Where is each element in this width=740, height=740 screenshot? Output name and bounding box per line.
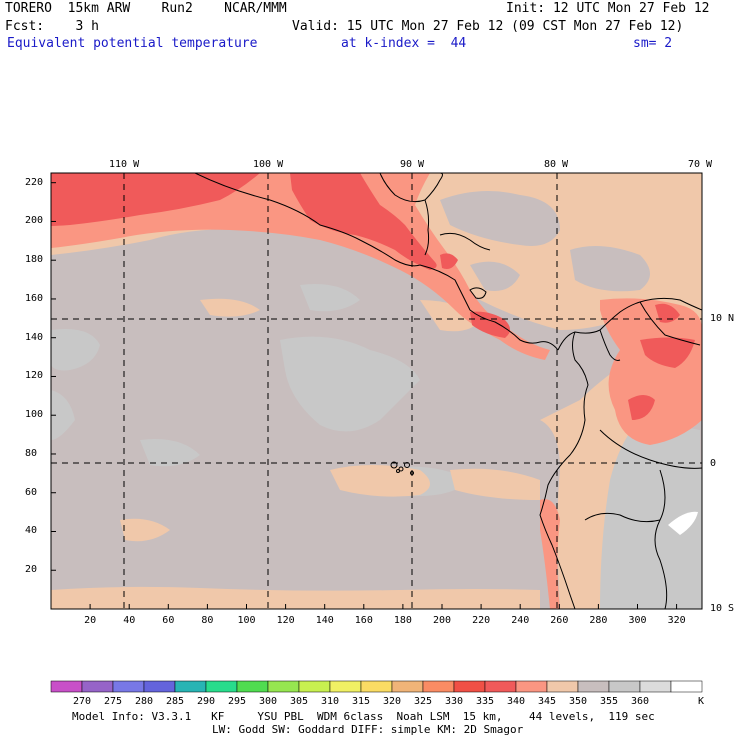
colorbar-swatch	[143, 680, 176, 693]
model-info-line1: Model Info: V3.3.1 KF YSU PBL WDM 6class…	[72, 710, 655, 723]
colorbar-swatch	[81, 680, 114, 693]
colorbar-swatch	[360, 680, 393, 693]
field-white-patch	[668, 511, 698, 535]
colorbar-swatch	[515, 680, 548, 693]
y-tick-label: 40	[25, 525, 38, 537]
init-time: Init: 12 UTC Mon 27 Feb 12	[506, 1, 710, 16]
colorbar-swatch	[670, 680, 703, 693]
field-name: Equivalent potential temperature	[7, 36, 258, 51]
field-salmon-areas	[51, 173, 702, 609]
colorbar-swatch	[329, 680, 362, 693]
colorbar-label: 275	[103, 696, 123, 707]
colorbar-swatch	[608, 680, 641, 693]
y-tick-label: 80	[25, 447, 38, 459]
colorbar-swatch	[236, 680, 269, 693]
x-tick-label: 40	[123, 615, 136, 626]
colorbar-swatch	[484, 680, 517, 693]
graticule	[51, 173, 702, 609]
x-tick-label: 120	[276, 615, 295, 626]
axis-ticks	[51, 182, 678, 609]
x-tick-label: 300	[628, 615, 647, 626]
colorbar-swatch	[546, 680, 579, 693]
colorbar-swatch	[422, 680, 455, 693]
lat-label-10s: 10 S	[710, 603, 735, 614]
colorbar-label: 320	[382, 696, 402, 707]
colorbar-label: 345	[537, 696, 557, 707]
colorbar-label: 305	[289, 696, 309, 707]
colorbar	[50, 680, 703, 693]
colorbar-label: 340	[506, 696, 526, 707]
colorbar-swatch	[577, 680, 610, 693]
x-tick-label: 60	[162, 615, 175, 626]
x-tick-label: 240	[511, 615, 530, 626]
colorbar-label: 295	[227, 696, 247, 707]
y-tick-label: 140	[25, 331, 44, 343]
colorbar-swatch	[639, 680, 672, 693]
colorbar-label: 330	[444, 696, 464, 707]
colorbar-swatch	[112, 680, 145, 693]
colorbar-label: 350	[568, 696, 588, 707]
lat-label-10n: 10 N	[710, 313, 735, 324]
lon-label-80w: 80 W	[544, 159, 569, 170]
colorbar-label: 300	[258, 696, 278, 707]
colorbar-swatch	[205, 680, 238, 693]
x-tick-label: 220	[472, 615, 491, 626]
field-gray-northeast	[440, 191, 650, 292]
y-tick-label: 220	[25, 176, 44, 188]
colorbar-label: 315	[351, 696, 371, 707]
lon-label-70w: 70 W	[688, 159, 713, 170]
y-tick-label: 160	[25, 292, 44, 304]
y-tick-label: 100	[25, 409, 44, 421]
forecast-hour: Fcst: 3 h	[5, 19, 99, 34]
colorbar-swatch	[298, 680, 331, 693]
colorbar-label: 335	[475, 696, 495, 707]
lat-label-0: 0	[710, 458, 717, 469]
x-tick-label: 100	[237, 615, 256, 626]
x-tick-label: 280	[589, 615, 608, 626]
colorbar-label: 355	[599, 696, 619, 707]
colorbar-unit: K	[698, 696, 705, 707]
lon-label-100w: 100 W	[253, 159, 284, 170]
lon-label-110w: 110 W	[109, 159, 140, 170]
model-info-line2: LW: Godd SW: Goddard DIFF: simple KM: 2D…	[212, 723, 524, 736]
colorbar-label: 325	[413, 696, 433, 707]
y-tick-label: 120	[25, 370, 44, 382]
valid-time: Valid: 15 UTC Mon 27 Feb 12 (09 CST Mon …	[292, 19, 684, 34]
smoothing-value: sm= 2	[633, 36, 673, 51]
colorbar-label: 285	[165, 696, 185, 707]
x-tick-label: 200	[432, 615, 452, 626]
map-frame	[50, 172, 703, 610]
colorbar-label: 290	[196, 696, 216, 707]
level-index: at k-index = 44	[341, 36, 467, 51]
colorbar-swatch	[50, 680, 83, 693]
colorbar-swatch	[453, 680, 486, 693]
colorbar-label: 270	[72, 696, 92, 707]
colorbar-swatch	[267, 680, 300, 693]
x-tick-label: 320	[667, 615, 686, 626]
colorbar-label: 360	[630, 696, 650, 707]
colorbar-label: 310	[320, 696, 340, 707]
x-tick-label: 140	[315, 615, 334, 626]
lon-label-90w: 90 W	[400, 159, 425, 170]
x-tick-label: 180	[393, 615, 412, 626]
field-red-areas	[51, 173, 695, 420]
x-tick-label: 260	[550, 615, 569, 626]
y-tick-label: 200	[25, 215, 44, 227]
x-tick-label: 20	[84, 615, 97, 626]
model-title: TORERO 15km ARW Run2 NCAR/MMM	[5, 1, 287, 16]
x-tick-label: 80	[201, 615, 214, 626]
y-tick-label: 180	[25, 254, 44, 266]
x-tick-label: 160	[354, 615, 373, 626]
y-tick-label: 60	[25, 486, 38, 498]
colorbar-swatch	[391, 680, 424, 693]
colorbar-swatch	[174, 680, 207, 693]
y-tick-label: 20	[25, 564, 38, 576]
colorbar-label: 280	[134, 696, 154, 707]
